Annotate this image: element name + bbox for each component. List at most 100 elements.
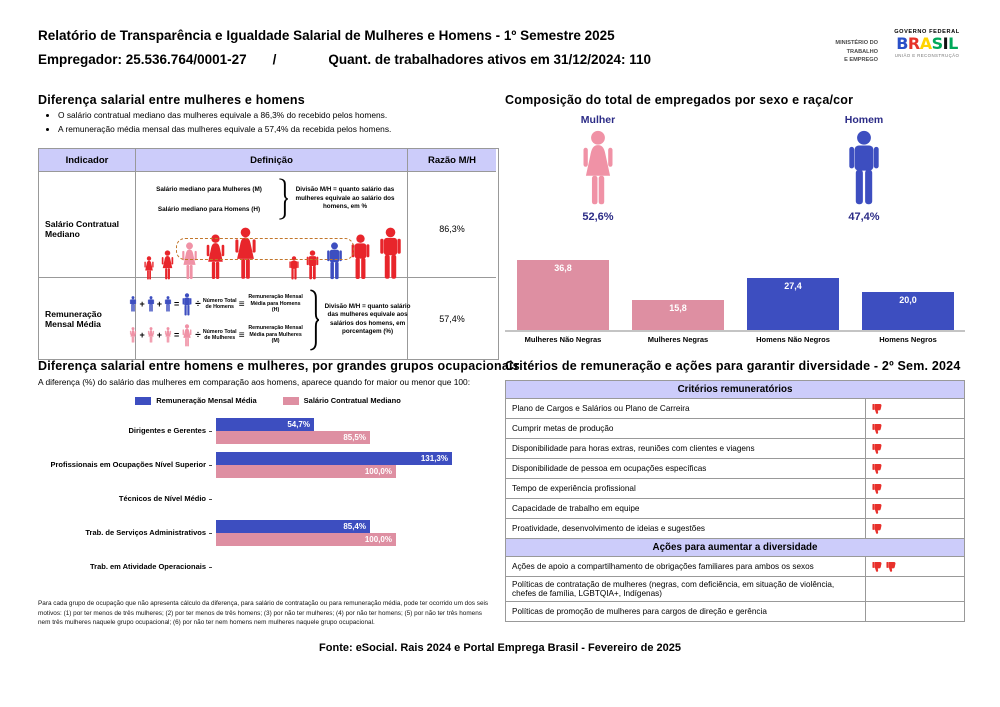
criteria-row: Disponibilidade de pessoa em ocupações e… <box>506 458 964 478</box>
occupation-row: Profissionais em Ocupações Nível Superio… <box>38 448 498 482</box>
thumbs-down-icon <box>886 561 897 573</box>
criteria-row: Tempo de experiência profissional <box>506 478 964 498</box>
gov-logo-top: GOVERNO FEDERAL <box>894 29 960 35</box>
bar: 85,4% <box>216 520 370 533</box>
man-figure-icon <box>377 227 404 280</box>
occupation-row: Trab. de Serviços Administrativos 85,4% 10… <box>38 516 498 550</box>
divide-sign: ÷ <box>195 298 201 310</box>
occupation-label: Trab. de Serviços Administrativos <box>85 527 206 537</box>
criteria-status <box>865 399 964 418</box>
criteria-row: Disponibilidade para horas extras, reuni… <box>506 438 964 458</box>
actions-rows: Ações de apoio a compartilhamento de obr… <box>506 556 964 621</box>
occupation-row: Dirigentes e Gerentes 54,7% 85,5% <box>38 414 498 448</box>
median-men-label: Salário mediano para Homens (H) <box>157 205 261 213</box>
criteria-status <box>865 577 964 601</box>
plus-sign: + <box>139 330 145 340</box>
thumbs-down-icon <box>872 463 883 475</box>
legend-item: Salário Contratual Mediano <box>282 396 401 405</box>
legend-item: Remuneração Mensal Média <box>135 396 257 405</box>
gov-federal-logo: GOVERNO FEDERAL BRASIL UNIÃO E RECONSTRU… <box>884 29 970 58</box>
thumbs-down-icon <box>872 403 883 415</box>
brasil-logo: BRASIL <box>884 35 970 53</box>
bar-value: 15,8 <box>669 303 687 313</box>
criteria-row: Cumprir metas de produção <box>506 418 964 438</box>
criteria-label: Capacidade de trabalho em equipe <box>512 504 640 513</box>
equiv-sign: ≡ <box>238 298 245 310</box>
criteria-status <box>865 459 964 478</box>
occupations-subtitle: A diferença (%) do salário das mulheres … <box>38 377 471 387</box>
axis-tick <box>209 498 212 500</box>
indicator-name: Salário Contratual Mediano <box>39 171 136 286</box>
bar-1: 15,8 <box>632 300 724 330</box>
bar-category-label: Mulheres Negras <box>647 335 709 344</box>
equation-row: + + = ÷ Número Total de Mulheres ≡ Remuneração… <box>129 324 304 347</box>
band-acoes-diversidade: Ações para aumentar a diversidade <box>506 538 964 556</box>
bar-category-label: Mulheres Não Negras <box>524 335 602 344</box>
brasil-letter: L <box>948 34 958 53</box>
section-title-paygap: Diferença salarial entre mulheres e home… <box>38 93 305 107</box>
composition-bar-chart: 36,8 Mulheres Não Negras 15,8 Mulheres Negr… <box>505 252 965 352</box>
criteria-table: Critérios remuneratórios Plano de Cargos… <box>505 380 965 622</box>
criteria-rows: Plano de Cargos e Salários ou Plano de C… <box>506 398 964 538</box>
bar-0: 36,8 <box>517 260 609 330</box>
woman-figure-icon <box>181 324 193 347</box>
section-title-composition: Composição do total de empregados por se… <box>505 93 854 107</box>
ministry-line: E EMPREGO <box>844 57 878 64</box>
mean-note: Divisão M/H = quanto salário das mulhere… <box>324 302 411 336</box>
bar: 85,5% <box>216 431 370 444</box>
axis-tick <box>209 566 212 568</box>
ministry-line: TRABALHO <box>846 48 878 55</box>
thumbs-down-icon <box>872 503 883 515</box>
brace-icon <box>277 178 288 220</box>
woman-figure-icon <box>164 327 172 343</box>
plus-sign: + <box>139 299 145 309</box>
bar: 131,3% <box>216 452 452 465</box>
col-definicao: Definição <box>136 149 408 171</box>
total-label: Número Total de Homens <box>202 297 237 310</box>
criteria-row: Proatividade, desenvolvimento de ideias … <box>506 518 964 538</box>
woman-figure-icon <box>143 256 155 280</box>
indicator-name: Remuneração Mensal Média <box>39 277 136 359</box>
occupation-row: Técnicos de Nível Médio <box>38 482 498 516</box>
separator: / <box>272 52 277 67</box>
bar-category-label: Homens Negros <box>879 335 937 344</box>
bar: 100,0% <box>216 533 396 546</box>
occupation-bars: 131,3% 100,0% <box>216 452 452 478</box>
occupation-label: Trab. em Atividade Operacionais <box>89 561 206 571</box>
criteria-status <box>865 519 964 538</box>
occupations-bar-chart: Dirigentes e Gerentes 54,7% 85,5% Profissio… <box>38 414 498 584</box>
legend-label: Remuneração Mensal Média <box>156 396 257 405</box>
criteria-label: Plano de Cargos e Salários ou Plano de C… <box>512 404 690 413</box>
criteria-row: Plano de Cargos e Salários ou Plano de C… <box>506 398 964 418</box>
brasil-letter: A <box>919 34 932 53</box>
criteria-label: Cumprir metas de produção <box>512 424 614 433</box>
gov-logo-bottom: UNIÃO E RECONSTRUÇÃO <box>894 52 960 58</box>
occupation-bars: 85,4% 100,0% <box>216 520 396 546</box>
employer-id: Empregador: 25.536.764/0001-27 <box>38 52 247 67</box>
occupation-label: Dirigentes e Gerentes <box>128 425 206 435</box>
man-icon <box>843 130 885 206</box>
woman-figure-icon <box>129 327 137 343</box>
employer-line: Empregador: 25.536.764/0001-27 / Quant. de… <box>38 52 677 67</box>
criteria-status <box>865 479 964 498</box>
legend-swatch <box>282 396 299 405</box>
woman-figure-icon <box>147 327 155 343</box>
occupation-label: Técnicos de Nível Médio <box>118 493 206 503</box>
indicator-table-header: Indicador Definição Razão M/H <box>39 149 498 171</box>
male-percentage: 47,4% <box>848 211 880 223</box>
thumbs-down-icon <box>872 423 883 435</box>
ministry-line: MINISTÉRIO DO <box>835 40 878 46</box>
plus-sign: + <box>156 299 162 309</box>
woman-figure-icon <box>160 250 175 280</box>
criteria-label: Tempo de experiência profissional <box>512 484 636 493</box>
result-label: Remuneração Mensal Média para Homens (H) <box>248 294 303 314</box>
median-highlight-box <box>175 238 354 260</box>
criteria-row: Ações de apoio a compartilhamento de obr… <box>506 556 964 576</box>
occupations-footnote: Para cada grupo de ocupação que não apre… <box>38 600 489 627</box>
equation-row: + + = ÷ Número Total de Homens ≡ Remuneração M… <box>129 293 304 316</box>
man-figure-icon <box>147 296 155 312</box>
definition-cell: + + = ÷ Número Total de Homens ≡ Remuneração M… <box>136 277 411 359</box>
man-figure-icon <box>129 296 137 312</box>
median-people-diagram <box>141 222 403 282</box>
equiv-sign: ≡ <box>238 329 245 341</box>
